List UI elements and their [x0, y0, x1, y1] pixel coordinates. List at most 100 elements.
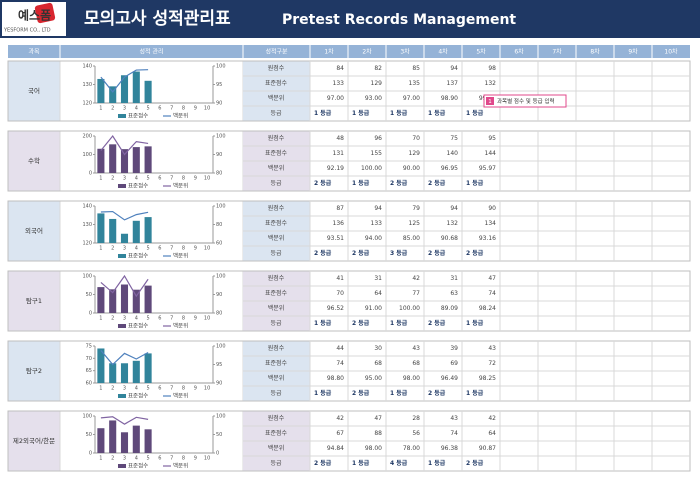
- grade-cell: 2 등급: [428, 179, 446, 187]
- x-tick-label: 7: [170, 386, 173, 392]
- x-tick-label: 8: [182, 106, 185, 112]
- legend-label: 표준점수: [128, 113, 148, 120]
- x-tick-label: 10: [204, 386, 210, 392]
- score-cell: 136: [333, 220, 345, 227]
- bar: [97, 148, 105, 173]
- x-tick-label: 6: [158, 386, 161, 392]
- row-label: 원점수: [268, 274, 285, 282]
- legend-label: 백분위: [173, 392, 188, 400]
- grade-cell: 1 등급: [428, 109, 446, 117]
- bar: [144, 80, 152, 103]
- legend-label: 표준점수: [128, 463, 148, 470]
- score-cell: 100.00: [399, 305, 420, 312]
- x-tick-label: 5: [147, 176, 150, 182]
- score-cell: 28: [412, 415, 420, 422]
- column-header: 과목: [28, 48, 40, 56]
- x-tick-label: 9: [194, 246, 197, 252]
- legend-label: 백분위: [173, 112, 188, 120]
- x-tick-label: 5: [147, 386, 150, 392]
- score-cell: 90.68: [441, 235, 458, 242]
- bar: [97, 287, 105, 313]
- y-tick-label: 120: [82, 241, 92, 247]
- subject-name: 제2외국어/한문: [13, 436, 55, 445]
- x-tick-label: 10: [204, 176, 210, 182]
- grade-cell: 2 등급: [466, 249, 484, 257]
- grade-cell: 1 등급: [466, 179, 484, 187]
- score-cell: 98.00: [403, 375, 420, 382]
- y2-tick-label: 80: [216, 171, 222, 177]
- grade-cell: 1 등급: [352, 459, 370, 467]
- x-tick-label: 7: [170, 246, 173, 252]
- bar: [109, 218, 117, 243]
- y2-tick-label: 90: [216, 101, 222, 107]
- row-label: 백분위: [268, 374, 285, 382]
- line: [100, 69, 149, 93]
- score-cell: 39: [450, 345, 458, 352]
- score-cell: 85.00: [403, 235, 420, 242]
- x-tick-label: 4: [135, 106, 138, 112]
- score-cell: 42: [412, 275, 420, 282]
- row-label: 등급: [270, 460, 282, 467]
- score-cell: 87: [336, 205, 344, 212]
- logo-box: [2, 2, 66, 36]
- column-header: 10차: [664, 48, 678, 56]
- row-label: 표준점수: [265, 150, 288, 157]
- y-tick-label: 0: [89, 171, 92, 177]
- score-cell: 74: [450, 430, 458, 437]
- header-row: [8, 45, 690, 58]
- bar: [109, 289, 117, 313]
- grade-cell: 2 등급: [352, 389, 370, 397]
- note-text: 과목별 점수 및 등급 입력: [497, 97, 555, 105]
- y2-tick-label: 100: [216, 64, 226, 70]
- legend-swatch: [118, 324, 126, 328]
- subtitle: Pretest Records Management: [282, 12, 516, 28]
- score-cell: 137: [447, 80, 459, 87]
- score-cell: 64: [374, 290, 382, 297]
- line: [100, 210, 149, 221]
- x-tick-label: 7: [170, 176, 173, 182]
- line: [100, 416, 149, 425]
- bar: [97, 348, 105, 383]
- x-tick-label: 2: [111, 106, 114, 112]
- score-cell: 82: [374, 65, 382, 72]
- score-cell: 84: [336, 65, 344, 72]
- x-tick-label: 4: [135, 316, 138, 322]
- subject-name: 외국어: [25, 226, 43, 235]
- subject-cell: [8, 341, 60, 401]
- score-cell: 98.00: [365, 445, 382, 452]
- legend-swatch: [118, 254, 126, 258]
- score-cell: 96: [374, 135, 382, 142]
- column-header: 7차: [552, 48, 562, 56]
- score-cell: 31: [450, 275, 458, 282]
- company-name: YESFORM CO., LTD: [3, 28, 51, 34]
- bar: [144, 353, 152, 383]
- x-tick-label: 10: [204, 106, 210, 112]
- score-cell: 48: [336, 135, 344, 142]
- bar: [144, 285, 152, 313]
- subject-cell: [8, 411, 60, 471]
- y-tick-label: 65: [86, 368, 92, 374]
- bar: [120, 233, 129, 243]
- score-cell: 70: [336, 290, 344, 297]
- x-tick-label: 8: [182, 176, 185, 182]
- row-label: 등급: [270, 250, 282, 257]
- x-tick-label: 10: [204, 246, 210, 252]
- score-cell: 89.09: [441, 305, 458, 312]
- score-cell: 56: [412, 430, 420, 437]
- grade-cell: 1 등급: [314, 319, 332, 327]
- bar: [144, 146, 152, 173]
- x-tick-label: 6: [158, 246, 161, 252]
- score-cell: 44: [336, 345, 344, 352]
- grade-cell: 1 등급: [352, 179, 370, 187]
- score-cell: 125: [409, 220, 421, 227]
- x-tick-label: 3: [123, 106, 126, 112]
- row-label: 백분위: [268, 234, 285, 242]
- column-header: 3차: [400, 48, 410, 56]
- row-label: 백분위: [268, 94, 285, 102]
- row-label: 표준점수: [265, 360, 288, 367]
- y-tick-label: 100: [82, 414, 92, 420]
- score-cell: 98.25: [479, 375, 496, 382]
- y-tick-label: 200: [82, 134, 92, 140]
- x-tick-label: 1: [99, 176, 102, 182]
